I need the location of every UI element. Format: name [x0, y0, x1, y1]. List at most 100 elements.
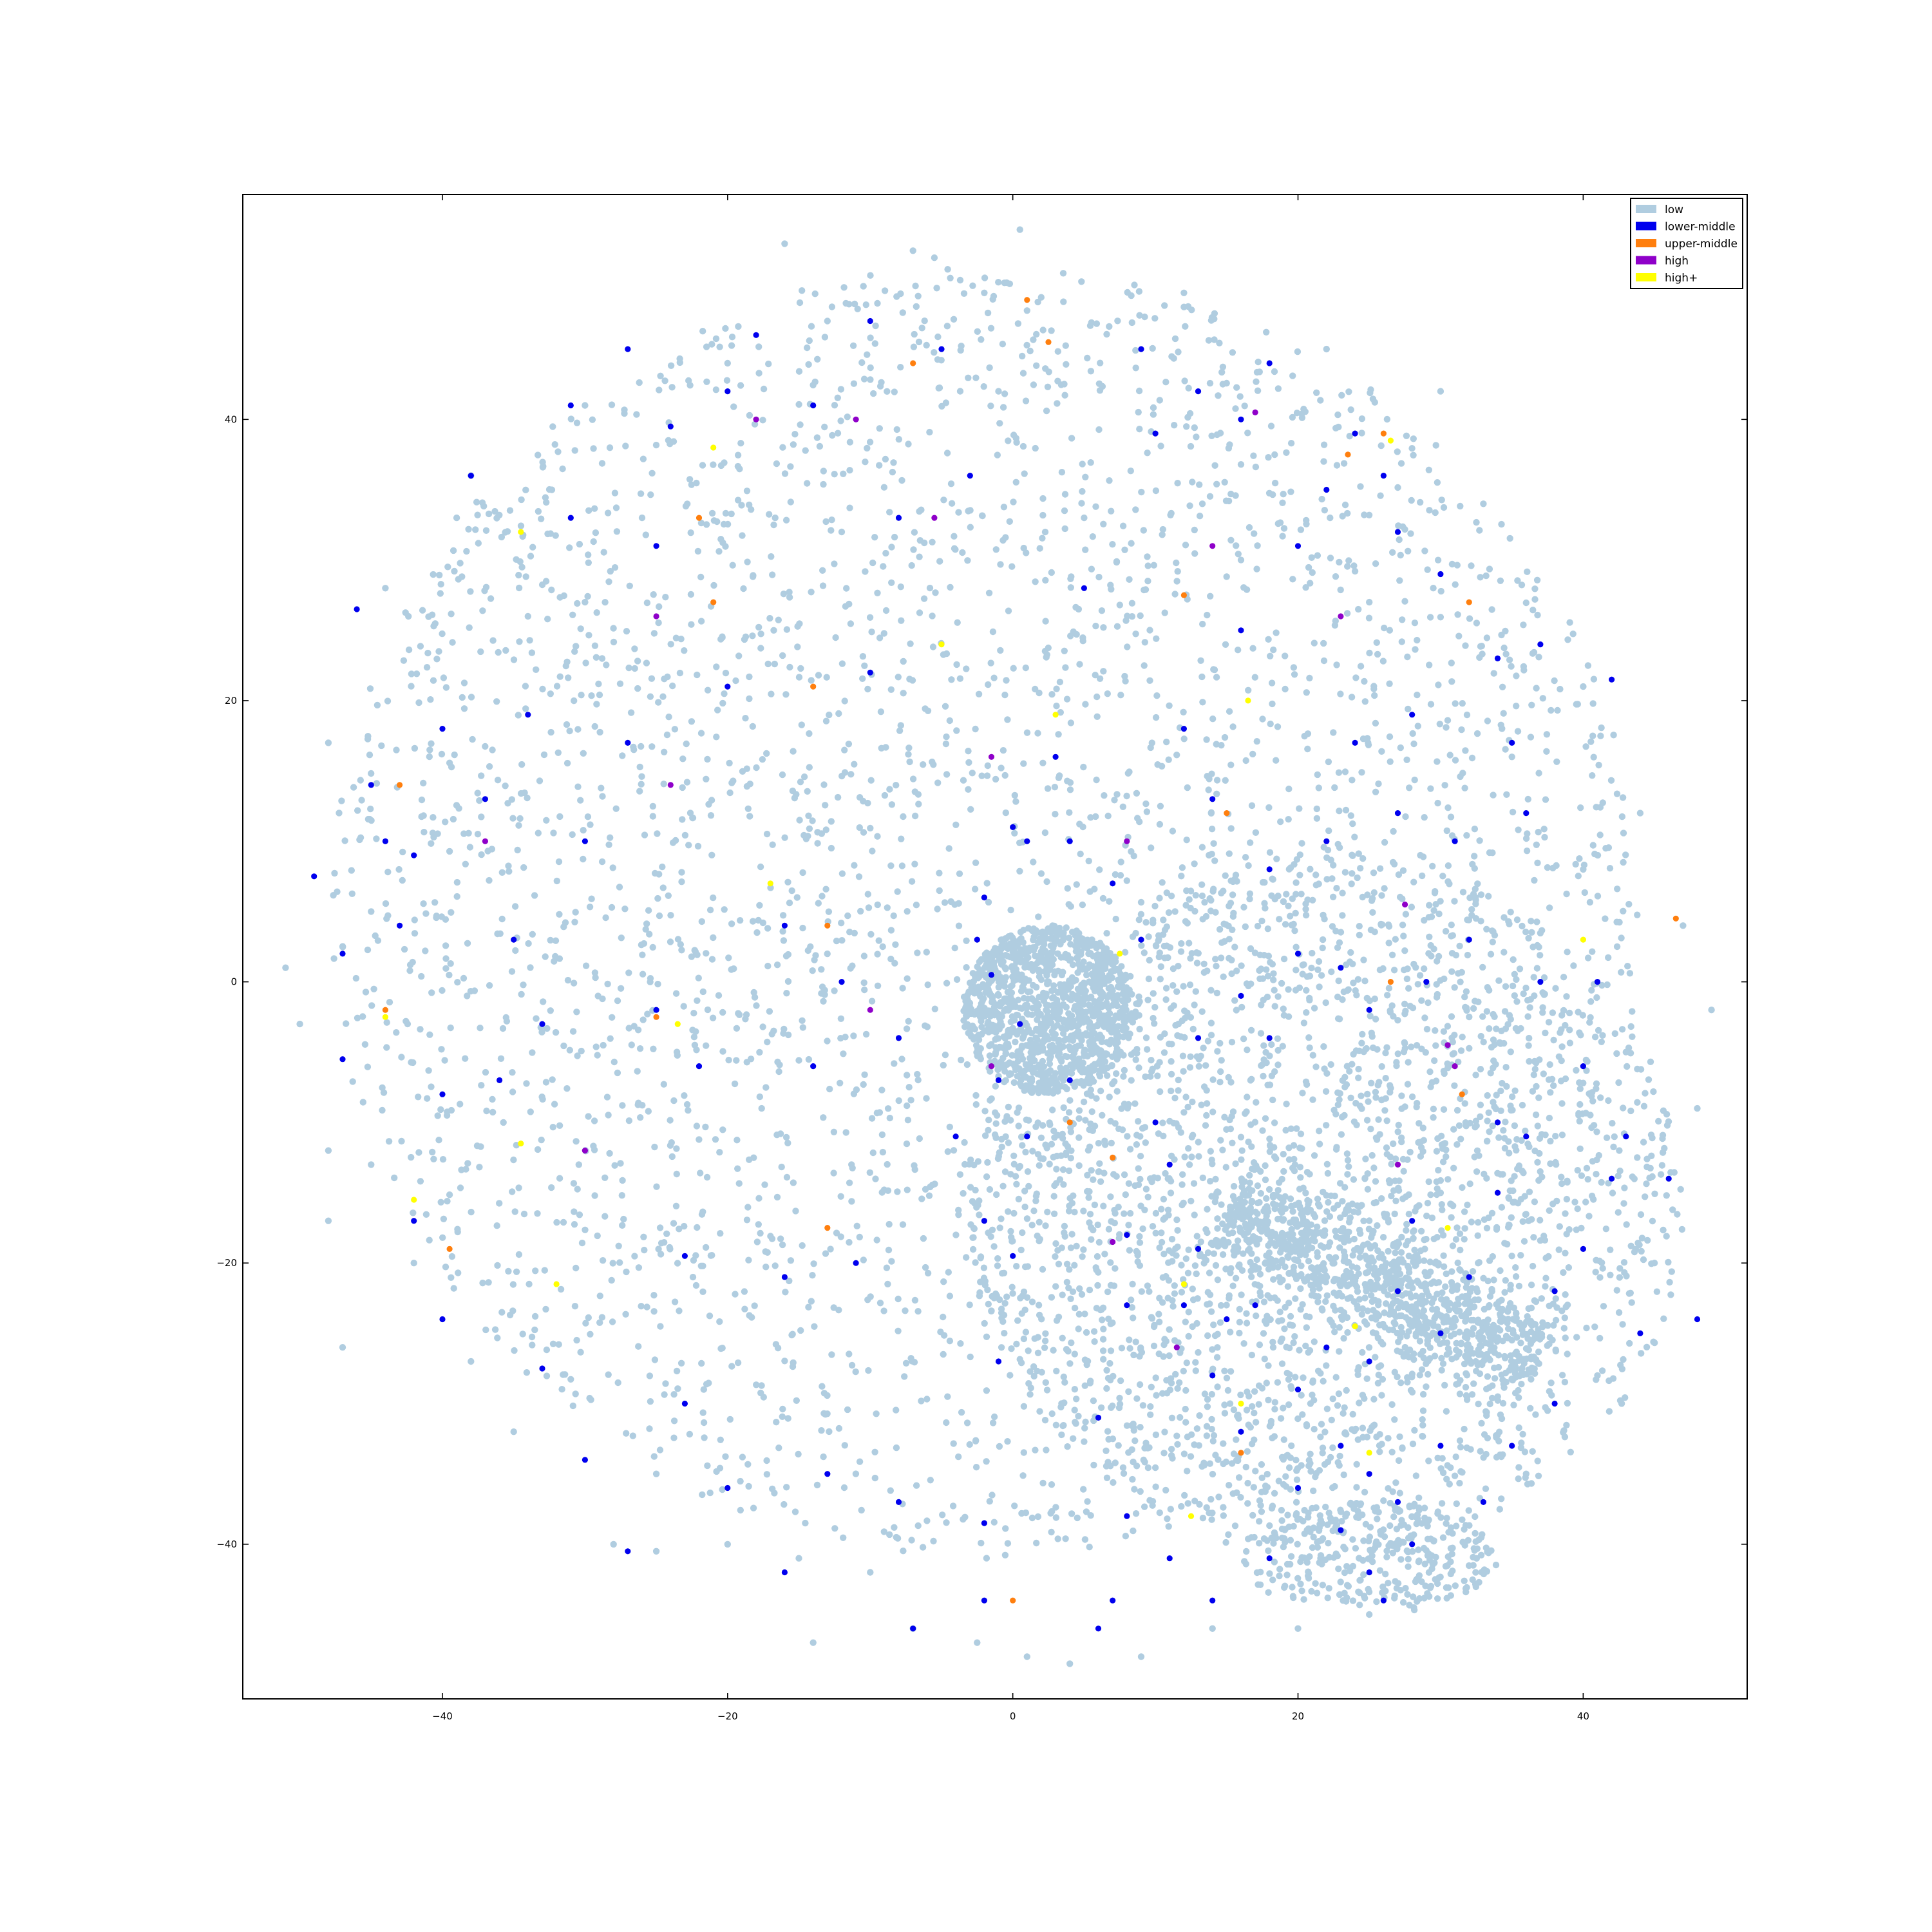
point-low	[1092, 813, 1099, 820]
point-low	[1221, 478, 1228, 486]
point-low	[1012, 1003, 1019, 1010]
point-low	[772, 1262, 779, 1269]
point-low	[891, 960, 898, 967]
point-low	[442, 916, 450, 923]
point-low	[672, 634, 680, 641]
point-low	[1336, 1016, 1343, 1023]
point-low	[1095, 1005, 1103, 1012]
point-low	[426, 1031, 433, 1038]
point-low	[1343, 1150, 1351, 1157]
point-low	[811, 1323, 818, 1330]
point-low	[1054, 950, 1061, 958]
point-low	[1269, 491, 1276, 498]
point-low	[1101, 1251, 1108, 1258]
point-low	[638, 773, 645, 781]
point-low	[606, 1150, 613, 1157]
point-low	[1202, 1062, 1209, 1069]
point-low	[1236, 1305, 1244, 1313]
point-low	[688, 481, 696, 488]
point-low	[951, 944, 958, 952]
point-low	[473, 498, 480, 506]
point-low	[428, 840, 435, 848]
point-low	[1104, 690, 1112, 697]
point-low	[1530, 1071, 1537, 1079]
point-low	[618, 1192, 625, 1199]
point-low	[765, 360, 772, 368]
point-low	[763, 1457, 770, 1464]
point-low	[406, 967, 413, 974]
point-low	[634, 1068, 641, 1075]
point-low	[916, 1135, 923, 1142]
point-low	[1050, 1347, 1057, 1354]
point-low	[528, 649, 536, 656]
point-low	[974, 1045, 981, 1052]
point-low	[1059, 270, 1067, 277]
point-low	[577, 1349, 584, 1356]
point-low	[1444, 717, 1452, 724]
point-low	[811, 290, 819, 298]
point-low	[1208, 432, 1215, 439]
point-low	[1312, 1063, 1320, 1070]
point-low	[641, 1246, 648, 1254]
point-low	[999, 341, 1007, 348]
point-low	[1011, 791, 1019, 799]
point-low	[1001, 772, 1009, 779]
point-low	[1341, 869, 1349, 876]
point-low	[1478, 643, 1485, 650]
point-low	[1160, 1450, 1168, 1457]
point-low	[1014, 1317, 1021, 1324]
point-low	[1412, 646, 1419, 653]
point-low	[1285, 785, 1293, 793]
point-low	[1099, 1347, 1107, 1354]
point-low	[790, 441, 797, 448]
point-low	[417, 643, 424, 650]
point-low	[1217, 954, 1225, 961]
point-low	[498, 869, 506, 876]
point-low	[1233, 967, 1240, 974]
point-low	[572, 1390, 579, 1397]
point-low	[1222, 1458, 1230, 1466]
point-low	[1155, 1311, 1162, 1318]
point-low	[708, 851, 715, 859]
point-low	[1096, 1160, 1103, 1168]
point-low	[1289, 576, 1296, 583]
point-low	[901, 1373, 908, 1380]
point-low	[1217, 1302, 1225, 1309]
point-low	[1067, 575, 1074, 582]
point-low	[1233, 1436, 1240, 1443]
point-low	[1021, 975, 1029, 983]
point-low	[1064, 1443, 1071, 1450]
point-low	[1271, 479, 1279, 487]
point-low	[592, 654, 600, 661]
point-low	[1188, 1431, 1195, 1438]
point-low	[1338, 392, 1345, 399]
point-low	[590, 445, 597, 452]
point-low	[1459, 770, 1466, 777]
point-low	[607, 1035, 614, 1042]
point-low	[622, 442, 629, 450]
point-low	[535, 507, 542, 515]
point-low	[766, 511, 773, 518]
point-low	[506, 867, 513, 875]
point-low	[809, 1272, 816, 1279]
point-low	[1132, 365, 1139, 372]
point-low	[1274, 385, 1282, 392]
point-low	[1093, 1095, 1100, 1102]
point-low	[1165, 1523, 1172, 1530]
point-low	[366, 752, 374, 759]
point-low	[694, 1224, 701, 1231]
point-low	[615, 1242, 622, 1250]
point-low	[1001, 1330, 1008, 1337]
point-low	[1033, 330, 1040, 338]
point-low	[688, 718, 696, 725]
point-low	[1144, 1193, 1151, 1201]
point-low	[946, 1293, 954, 1300]
point-low	[882, 744, 889, 751]
point-low	[1156, 1244, 1163, 1251]
point-low	[1082, 1418, 1089, 1426]
point-low	[1425, 1178, 1432, 1186]
point-low	[1450, 1126, 1457, 1133]
point-low	[395, 866, 402, 873]
point-low	[668, 384, 676, 391]
point-low	[824, 1392, 831, 1399]
